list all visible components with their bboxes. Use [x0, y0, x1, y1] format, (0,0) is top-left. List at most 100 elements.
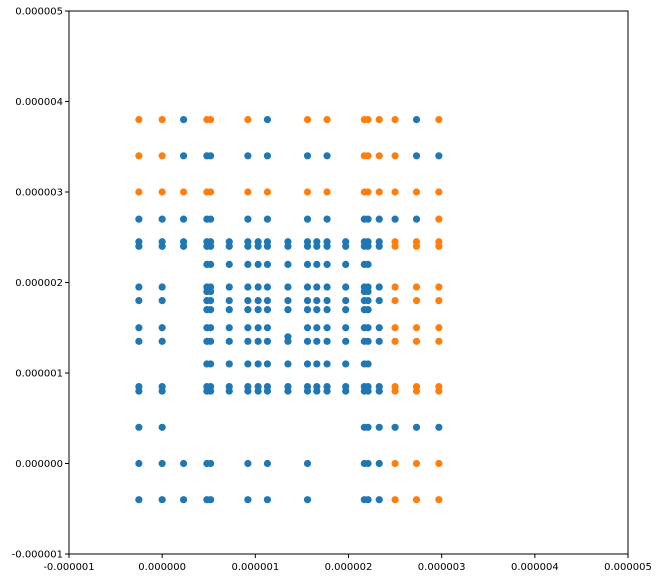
series-blue-point [284, 306, 292, 314]
series-blue-point [303, 260, 312, 268]
series-blue-point [158, 423, 166, 431]
series-blue-point [207, 297, 215, 305]
series-orange-point [244, 116, 252, 124]
series-orange-point [263, 188, 272, 196]
series-blue-point [323, 297, 331, 305]
series-blue-point [244, 297, 252, 305]
series-blue-point [375, 215, 383, 223]
series-blue-point [135, 387, 143, 395]
series-blue-point [135, 297, 143, 305]
series-blue-point [342, 242, 350, 250]
series-blue-point [342, 387, 350, 395]
series-orange-point [391, 387, 399, 395]
series-blue-point [313, 297, 321, 305]
series-blue-point [158, 337, 166, 345]
series-orange-point [323, 188, 331, 196]
series-orange-point [364, 188, 372, 196]
series-orange-point [303, 188, 312, 196]
series-blue-point [254, 337, 262, 345]
series-blue-point [158, 387, 166, 395]
series-blue-point [158, 242, 166, 250]
series-blue-point [412, 116, 421, 124]
series-orange-point [391, 152, 399, 160]
series-blue-point [342, 283, 350, 291]
series-blue-point [364, 459, 372, 468]
series-orange-point [375, 116, 383, 124]
series-blue-point [323, 152, 331, 160]
series-orange-point [391, 297, 399, 305]
series-orange-point [179, 188, 188, 196]
y-tick-label: 0.000004 [15, 97, 63, 108]
series-blue-point [254, 387, 262, 395]
series-blue-point [244, 496, 252, 504]
series-orange-point [412, 297, 421, 305]
y-axis: -0.000001 0.000000 0.000001 0.000002 0.00000… [12, 7, 69, 561]
series-orange-point [158, 188, 166, 196]
series-blue-point [207, 215, 215, 223]
series-orange-point [435, 116, 443, 124]
series-blue-point [263, 387, 272, 395]
series-blue-point [303, 283, 312, 291]
series-orange-point [435, 215, 443, 223]
series-blue-point [323, 360, 331, 368]
series-orange-point [375, 152, 383, 160]
series-orange-point [435, 387, 443, 395]
series-blue-point [244, 459, 252, 468]
series-blue-point [207, 459, 215, 468]
series-blue-point [244, 215, 252, 223]
series-blue-point [244, 283, 252, 291]
y-tick-label: 0.000002 [15, 278, 63, 289]
x-tick-label: 0.000002 [325, 562, 373, 573]
series-blue-point [207, 260, 215, 268]
series-orange-point [412, 496, 421, 504]
series-blue-point [313, 260, 321, 268]
series-orange-point [135, 152, 143, 160]
series-orange-point [391, 496, 399, 504]
series-blue-point [263, 283, 272, 291]
series-blue-point [179, 459, 188, 468]
series-orange-point [244, 188, 252, 196]
series-blue-point [225, 324, 233, 332]
x-tick-label: 0.000003 [418, 562, 466, 573]
series-blue-point [303, 360, 312, 368]
series-blue-point [364, 287, 372, 296]
series-blue-point [244, 337, 252, 345]
series-orange-point [435, 337, 443, 345]
series-blue-point [364, 306, 372, 314]
series-orange-point [135, 188, 143, 196]
series-blue-point [254, 306, 262, 314]
series-blue-point [225, 297, 233, 305]
series-orange-point [158, 152, 166, 160]
series-blue-point [375, 496, 383, 504]
series-blue-point [179, 152, 188, 160]
series-orange-point [412, 337, 421, 345]
series-blue-point [254, 324, 262, 332]
series-blue-point [284, 283, 292, 291]
series-blue-point [375, 423, 383, 431]
series-orange-point [391, 459, 399, 468]
series-blue-point [313, 324, 321, 332]
series-blue-point [207, 242, 215, 250]
series-blue-point [323, 260, 331, 268]
series-blue-point [225, 242, 233, 250]
series-blue-point [135, 242, 143, 250]
series-orange-point [412, 387, 421, 395]
series-blue-point [244, 306, 252, 314]
series-blue-point [225, 360, 233, 368]
series-blue-point [412, 152, 421, 160]
series-blue-point [284, 242, 292, 250]
series-blue-point [303, 496, 312, 504]
series-blue-point [244, 324, 252, 332]
series-blue-point [225, 387, 233, 395]
series-blue-point [303, 306, 312, 314]
series-blue-point [342, 360, 350, 368]
series-orange-point [435, 496, 443, 504]
series-blue-point [207, 324, 215, 332]
series-blue-point [435, 152, 443, 160]
series-blue-point [135, 283, 143, 291]
series-blue-point [225, 337, 233, 345]
series-orange-point [364, 152, 372, 160]
series-blue-point [323, 242, 331, 250]
series-blue-point [135, 337, 143, 345]
